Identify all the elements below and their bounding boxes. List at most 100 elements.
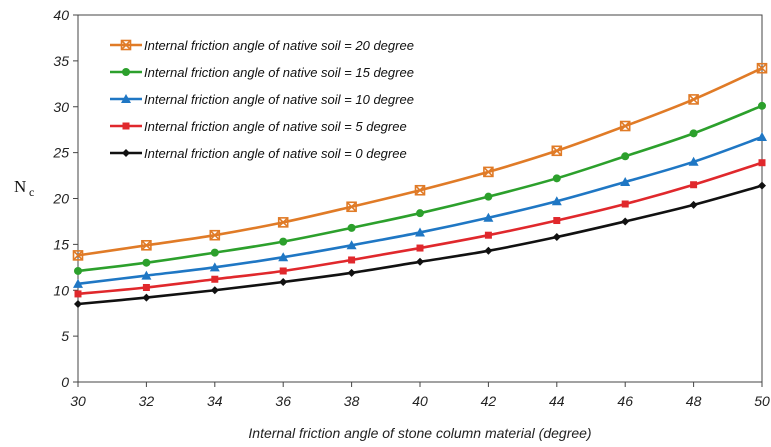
data-point <box>621 217 630 226</box>
data-point <box>484 246 493 255</box>
data-point <box>690 181 698 189</box>
data-point <box>141 239 152 251</box>
data-point <box>689 200 698 209</box>
x-tick-label: 48 <box>686 393 702 409</box>
series-line <box>73 132 767 288</box>
data-point <box>758 159 766 167</box>
data-point <box>552 233 561 242</box>
data-point <box>484 231 492 239</box>
data-point <box>688 94 699 105</box>
data-point <box>346 201 357 213</box>
data-point <box>120 39 132 51</box>
data-point <box>688 156 699 166</box>
x-tick-label: 32 <box>139 393 155 409</box>
series-line <box>72 62 768 261</box>
data-point <box>551 196 562 206</box>
legend-item: Internal friction angle of native soil =… <box>110 146 407 161</box>
x-tick-label: 38 <box>344 393 360 409</box>
legend-item: Internal friction angle of native soil =… <box>110 119 407 134</box>
data-point <box>209 262 220 272</box>
data-point <box>211 275 219 283</box>
y-axis-title-subscript: c <box>29 185 34 199</box>
data-point <box>277 217 289 228</box>
data-point <box>757 132 767 142</box>
y-axis: 0 5 10 15 20 25 30 35 40 <box>52 7 78 390</box>
data-point <box>483 212 494 222</box>
data-point <box>553 217 561 225</box>
y-axis-title-main: N <box>14 177 26 196</box>
data-point <box>689 129 698 138</box>
legend-label: Internal friction angle of native soil =… <box>144 65 414 80</box>
data-point <box>210 286 219 295</box>
y-tick-label: 10 <box>53 282 69 298</box>
y-tick-label: 40 <box>53 7 69 23</box>
legend-item: Internal friction angle of native soil =… <box>110 92 414 107</box>
data-point <box>278 252 289 262</box>
y-tick-label: 15 <box>53 236 69 252</box>
x-tick-label: 34 <box>207 393 223 409</box>
data-point <box>74 300 82 309</box>
legend-item: Internal friction angle of native soil =… <box>110 65 414 80</box>
data-point <box>552 174 561 183</box>
y-tick-label: 20 <box>52 191 69 207</box>
data-point <box>279 267 287 275</box>
data-point <box>142 283 150 291</box>
data-point <box>551 145 563 157</box>
x-tick-label: 40 <box>412 393 428 409</box>
x-tick-label: 46 <box>617 393 633 409</box>
legend-label: Internal friction angle of native soil =… <box>144 146 407 161</box>
data-point <box>142 258 151 267</box>
x-tick-label: 44 <box>549 393 565 409</box>
y-tick-label: 35 <box>53 53 69 69</box>
data-point <box>74 290 82 298</box>
data-point <box>279 237 288 246</box>
data-point <box>756 62 768 74</box>
legend: Internal friction angle of native soil =… <box>110 38 414 161</box>
data-point <box>122 122 130 130</box>
data-point <box>122 149 130 157</box>
series-line <box>74 181 766 309</box>
data-point <box>347 268 356 277</box>
data-point <box>346 240 357 250</box>
data-point <box>348 256 356 264</box>
data-point <box>141 270 152 280</box>
y-tick-label: 5 <box>61 328 69 344</box>
x-axis-title: Internal friction angle of stone column … <box>248 425 591 441</box>
x-tick-label: 50 <box>754 393 770 409</box>
data-point <box>72 250 84 261</box>
data-point <box>758 181 766 190</box>
data-point <box>414 184 426 196</box>
y-tick-label: 30 <box>53 99 69 115</box>
data-point <box>279 277 288 286</box>
x-tick-label: 42 <box>481 393 497 409</box>
data-point <box>74 266 82 275</box>
data-point <box>122 68 130 76</box>
legend-item: Internal friction angle of native soil =… <box>110 38 414 53</box>
data-point <box>210 248 219 257</box>
data-point <box>73 278 83 288</box>
series-line <box>74 101 766 275</box>
data-point <box>484 192 493 201</box>
data-point <box>415 227 425 237</box>
series-line <box>74 159 766 298</box>
data-point <box>619 120 631 132</box>
legend-label: Internal friction angle of native soil =… <box>144 92 414 107</box>
data-point <box>758 101 766 110</box>
data-point <box>620 176 631 186</box>
legend-label: Internal friction angle of native soil =… <box>144 119 407 134</box>
data-point <box>483 166 494 178</box>
y-tick-label: 0 <box>61 374 69 390</box>
data-point <box>142 293 151 302</box>
data-point <box>347 223 356 232</box>
series-lines <box>72 62 768 309</box>
legend-label: Internal friction angle of native soil =… <box>144 38 414 53</box>
data-point <box>416 209 424 218</box>
x-tick-label: 36 <box>275 393 291 409</box>
data-point <box>621 152 630 161</box>
data-point <box>621 200 629 208</box>
data-point <box>416 257 424 266</box>
x-tick-label: 30 <box>70 393 86 409</box>
y-tick-label: 25 <box>52 145 69 161</box>
x-axis: 30 32 34 36 38 40 42 44 46 48 50 <box>70 382 770 409</box>
